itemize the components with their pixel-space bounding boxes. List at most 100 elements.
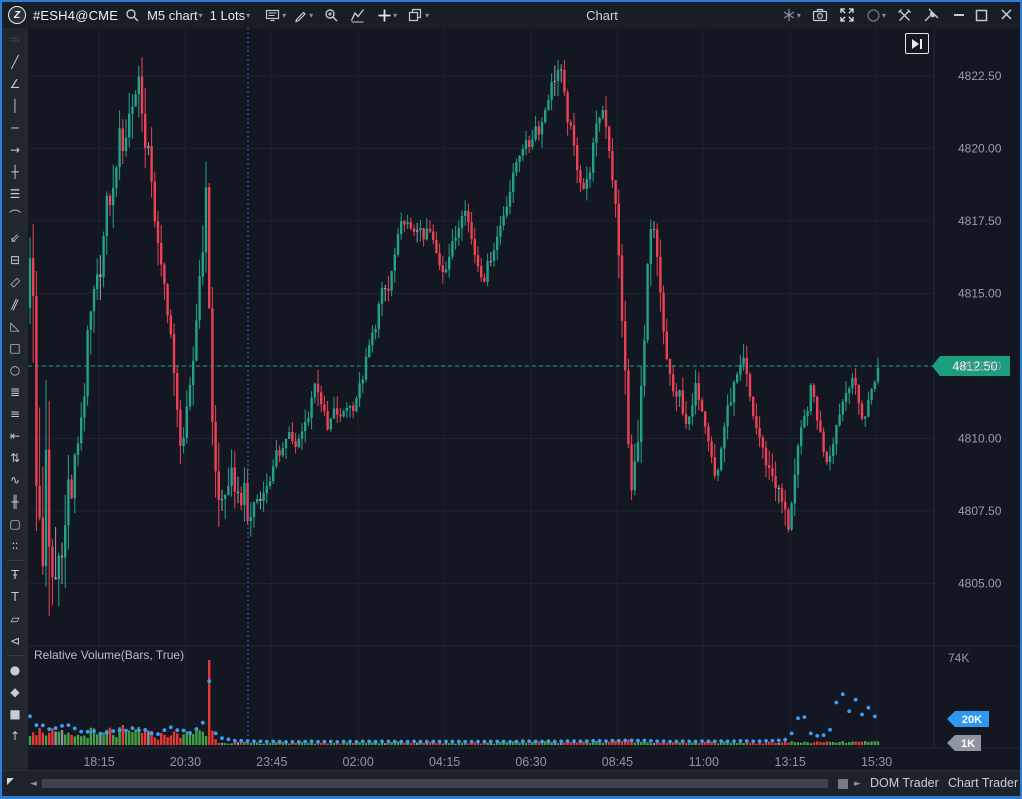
timeframe-dropdown[interactable]: M5 chart ▾ — [147, 7, 203, 23]
panels-dropdown[interactable]: ▾ — [265, 8, 286, 23]
tool-drag-grip-icon[interactable]: ∷∷ — [9, 35, 21, 44]
close-button[interactable]: × — [998, 4, 1014, 25]
svg-text:02:00: 02:00 — [343, 755, 374, 769]
tool-vertical-line-icon[interactable]: │ — [11, 99, 19, 113]
tool-trend-line-icon[interactable]: ╱ — [11, 55, 19, 69]
indicators-icon[interactable] — [350, 8, 366, 23]
go-to-latest-bar-button[interactable] — [905, 33, 929, 54]
candlestick-chart[interactable]: 4812.50 4822.50 4820.00 4817.50 4815.00 4812.… — [28, 28, 1020, 770]
svg-text:4812.50: 4812.50 — [958, 359, 1002, 373]
maximize-button[interactable] — [975, 9, 988, 22]
window-border — [0, 0, 1022, 2]
indicator-label[interactable]: Relative Volume(Bars, True) — [34, 648, 185, 662]
svg-text:4820.00: 4820.00 — [958, 142, 1002, 156]
window-title: Chart — [586, 7, 618, 23]
app-logo-icon[interactable]: Z — [8, 6, 26, 24]
pencil-icon — [295, 11, 306, 22]
skip-to-end-icon — [912, 38, 919, 49]
tool-arrow-marker-icon[interactable]: ⇙ — [9, 231, 21, 245]
horizontal-scrollbar[interactable] — [42, 779, 828, 788]
tool-channel-icon[interactable]: ∥ — [9, 296, 21, 312]
color-group-dropdown[interactable]: ▾ — [866, 8, 886, 23]
sidebar-collapse-corner[interactable] — [7, 778, 14, 785]
zoom-in-icon[interactable] — [324, 8, 339, 23]
tool-dashed-cursor-icon[interactable]: ∶∶ — [11, 539, 19, 553]
tab-dom-trader[interactable]: DOM Trader — [870, 776, 939, 790]
window-border — [1020, 0, 1022, 799]
window-border — [0, 796, 1022, 799]
tool-volume-profile-icon[interactable]: ⊟ — [9, 253, 21, 267]
tool-text-icon[interactable]: T — [11, 590, 19, 604]
tool-parallel-lines-icon[interactable]: ☰ — [9, 187, 21, 201]
tool-text-locked-icon[interactable]: Ŧ — [11, 568, 19, 582]
window-border — [0, 0, 2, 799]
layout-dropdown[interactable]: ▾ — [408, 8, 429, 23]
skip-to-end-icon — [920, 38, 922, 49]
tool-arc-icon[interactable]: ⌒ — [8, 209, 21, 223]
tool-angle-icon[interactable]: ∠ — [9, 77, 21, 91]
svg-text:20K: 20K — [962, 714, 982, 726]
chart-area[interactable]: 4812.50 4822.50 4820.00 4817.50 4815.00 4812.… — [28, 28, 1020, 770]
tool-diamond-marker-icon[interactable]: ◆ — [10, 685, 20, 699]
svg-text:04:15: 04:15 — [429, 755, 460, 769]
tool-cross-line-icon[interactable]: ┼ — [11, 165, 19, 179]
link-channel-dropdown[interactable]: ▾ — [782, 8, 801, 22]
svg-text:11:00: 11:00 — [689, 755, 719, 769]
tool-time-cycles-icon[interactable]: ╫ — [11, 495, 19, 509]
chevron-down-icon: ▾ — [246, 10, 251, 20]
tool-fib-time-zones-icon[interactable]: ⇤ — [9, 429, 21, 443]
tool-triangle-icon[interactable]: ◺ — [10, 319, 20, 333]
statusbar: ◄ ► DOM Trader Chart Trader — [2, 770, 1020, 796]
tool-fib-retracement-icon[interactable]: ≣ — [9, 385, 21, 399]
chevron-down-icon: ▾ — [796, 10, 801, 20]
scrollbar-grip[interactable] — [838, 779, 848, 789]
svg-text:4807.50: 4807.50 — [958, 504, 1002, 518]
svg-text:08:45: 08:45 — [602, 755, 633, 769]
svg-text:18:15: 18:15 — [83, 755, 114, 769]
scroll-right-icon[interactable]: ► — [854, 779, 861, 789]
tool-pitchfork-icon[interactable]: ⇅ — [9, 451, 21, 465]
svg-text:4815.00: 4815.00 — [958, 287, 1002, 301]
tool-arrow-up-marker-icon[interactable]: ↑ — [9, 729, 21, 743]
tool-label-tag-icon[interactable]: ▱ — [10, 612, 20, 626]
add-indicator-dropdown[interactable]: ▾ — [377, 8, 397, 23]
pin-icon[interactable] — [923, 8, 939, 22]
tool-horizontal-line-icon[interactable]: ─ — [11, 121, 19, 135]
chevron-down-icon: ▾ — [881, 10, 886, 20]
tool-ellipse-icon[interactable]: ○ — [9, 363, 21, 377]
settings-tools-icon[interactable] — [897, 8, 912, 23]
panels-icon — [266, 9, 280, 21]
svg-text:4812.50: 4812.50 — [952, 360, 997, 374]
lots-dropdown[interactable]: 1 Lots ▾ — [209, 7, 251, 23]
tool-dashed-box-icon[interactable]: ▢ — [9, 517, 21, 531]
tool-elliott-wave-icon[interactable]: ∿ — [9, 473, 21, 487]
tab-chart-trader[interactable]: Chart Trader — [948, 776, 1019, 790]
tool-arrow-icon[interactable]: → — [9, 143, 21, 157]
svg-text:4805.00: 4805.00 — [958, 577, 1002, 591]
tool-dot-marker-icon[interactable]: ● — [9, 663, 21, 677]
scrollbar-thumb[interactable] — [42, 779, 828, 788]
svg-text:4822.50: 4822.50 — [958, 69, 1002, 83]
svg-text:23:45: 23:45 — [256, 755, 287, 769]
tool-rectangle-icon[interactable]: □ — [9, 341, 21, 355]
tool-price-tag-icon[interactable]: ⊲ — [9, 634, 21, 648]
svg-text:74K: 74K — [948, 651, 969, 665]
svg-text:20:30: 20:30 — [170, 755, 201, 769]
tool-ruler-icon[interactable]: ▭ — [6, 273, 24, 291]
symbol-search-icon[interactable] — [125, 8, 140, 23]
scroll-left-icon[interactable]: ◄ — [30, 779, 37, 789]
svg-text:06:30: 06:30 — [515, 755, 546, 769]
tool-square-marker-icon[interactable]: ■ — [9, 707, 21, 721]
symbol-label[interactable]: #ESH4@CME — [33, 7, 119, 23]
minimize-button[interactable] — [953, 14, 964, 16]
snapshot-icon[interactable] — [812, 8, 828, 22]
chevron-down-icon: ▾ — [309, 10, 314, 20]
chevron-down-icon: ▾ — [393, 10, 398, 20]
chevron-down-icon: ▾ — [425, 10, 430, 20]
fullscreen-icon[interactable] — [839, 7, 855, 23]
tool-fib-expansion-icon[interactable]: ≡ — [9, 407, 21, 421]
svg-text:1K: 1K — [961, 738, 975, 750]
drawings-dropdown[interactable]: ▾ — [293, 8, 313, 23]
svg-text:4810.00: 4810.00 — [958, 432, 1002, 446]
